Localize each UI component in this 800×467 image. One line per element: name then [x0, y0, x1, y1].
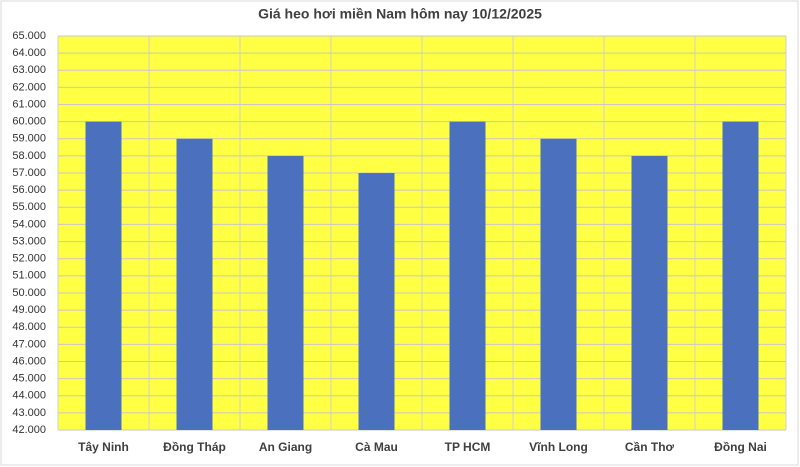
y-tick-label: 50.000: [12, 287, 46, 299]
y-tick-label: 51.000: [12, 270, 46, 282]
y-tick-label: 65.000: [12, 30, 46, 42]
bar: [540, 138, 577, 431]
y-tick-label: 54.000: [12, 218, 46, 230]
y-tick-label: 48.000: [12, 321, 46, 333]
y-tick-label: 61.000: [12, 98, 46, 110]
y-tick-label: 52.000: [12, 253, 46, 265]
y-tick-label: 47.000: [12, 338, 46, 350]
y-tick-label: 63.000: [12, 64, 46, 76]
x-tick-label: Tây Ninh: [78, 440, 129, 454]
x-tick-label: Cà Mau: [355, 440, 398, 454]
bar: [631, 155, 668, 431]
x-tick-label: Đồng Tháp: [163, 440, 226, 454]
y-tick-label: 46.000: [12, 355, 46, 367]
bar: [722, 121, 759, 431]
bar: [449, 121, 486, 431]
y-tick-label: 43.000: [12, 407, 46, 419]
x-tick-label: An Giang: [259, 440, 312, 454]
y-tick-label: 55.000: [12, 201, 46, 213]
y-tick-label: 56.000: [12, 184, 46, 196]
y-tick-label: 59.000: [12, 133, 46, 145]
chart-title: Giá heo hơi miền Nam hôm nay 10/12/2025: [258, 6, 542, 22]
y-tick-label: 64.000: [12, 47, 46, 59]
y-tick-label: 58.000: [12, 150, 46, 162]
bar: [176, 138, 213, 431]
bar: [85, 121, 122, 431]
y-tick-label: 42.000: [12, 424, 46, 436]
y-tick-label: 57.000: [12, 167, 46, 179]
y-tick-label: 62.000: [12, 81, 46, 93]
bar: [358, 173, 395, 431]
y-tick-label: 45.000: [12, 373, 46, 385]
x-tick-label: TP HCM: [445, 440, 491, 454]
y-tick-label: 60.000: [12, 116, 46, 128]
y-tick-label: 49.000: [12, 304, 46, 316]
bar: [267, 155, 304, 431]
x-tick-label: Vĩnh Long: [529, 440, 588, 454]
y-tick-label: 53.000: [12, 235, 46, 247]
x-tick-label: Đồng Nai: [714, 440, 767, 454]
y-tick-label: 44.000: [12, 390, 46, 402]
x-tick-label: Cần Thơ: [625, 440, 675, 454]
